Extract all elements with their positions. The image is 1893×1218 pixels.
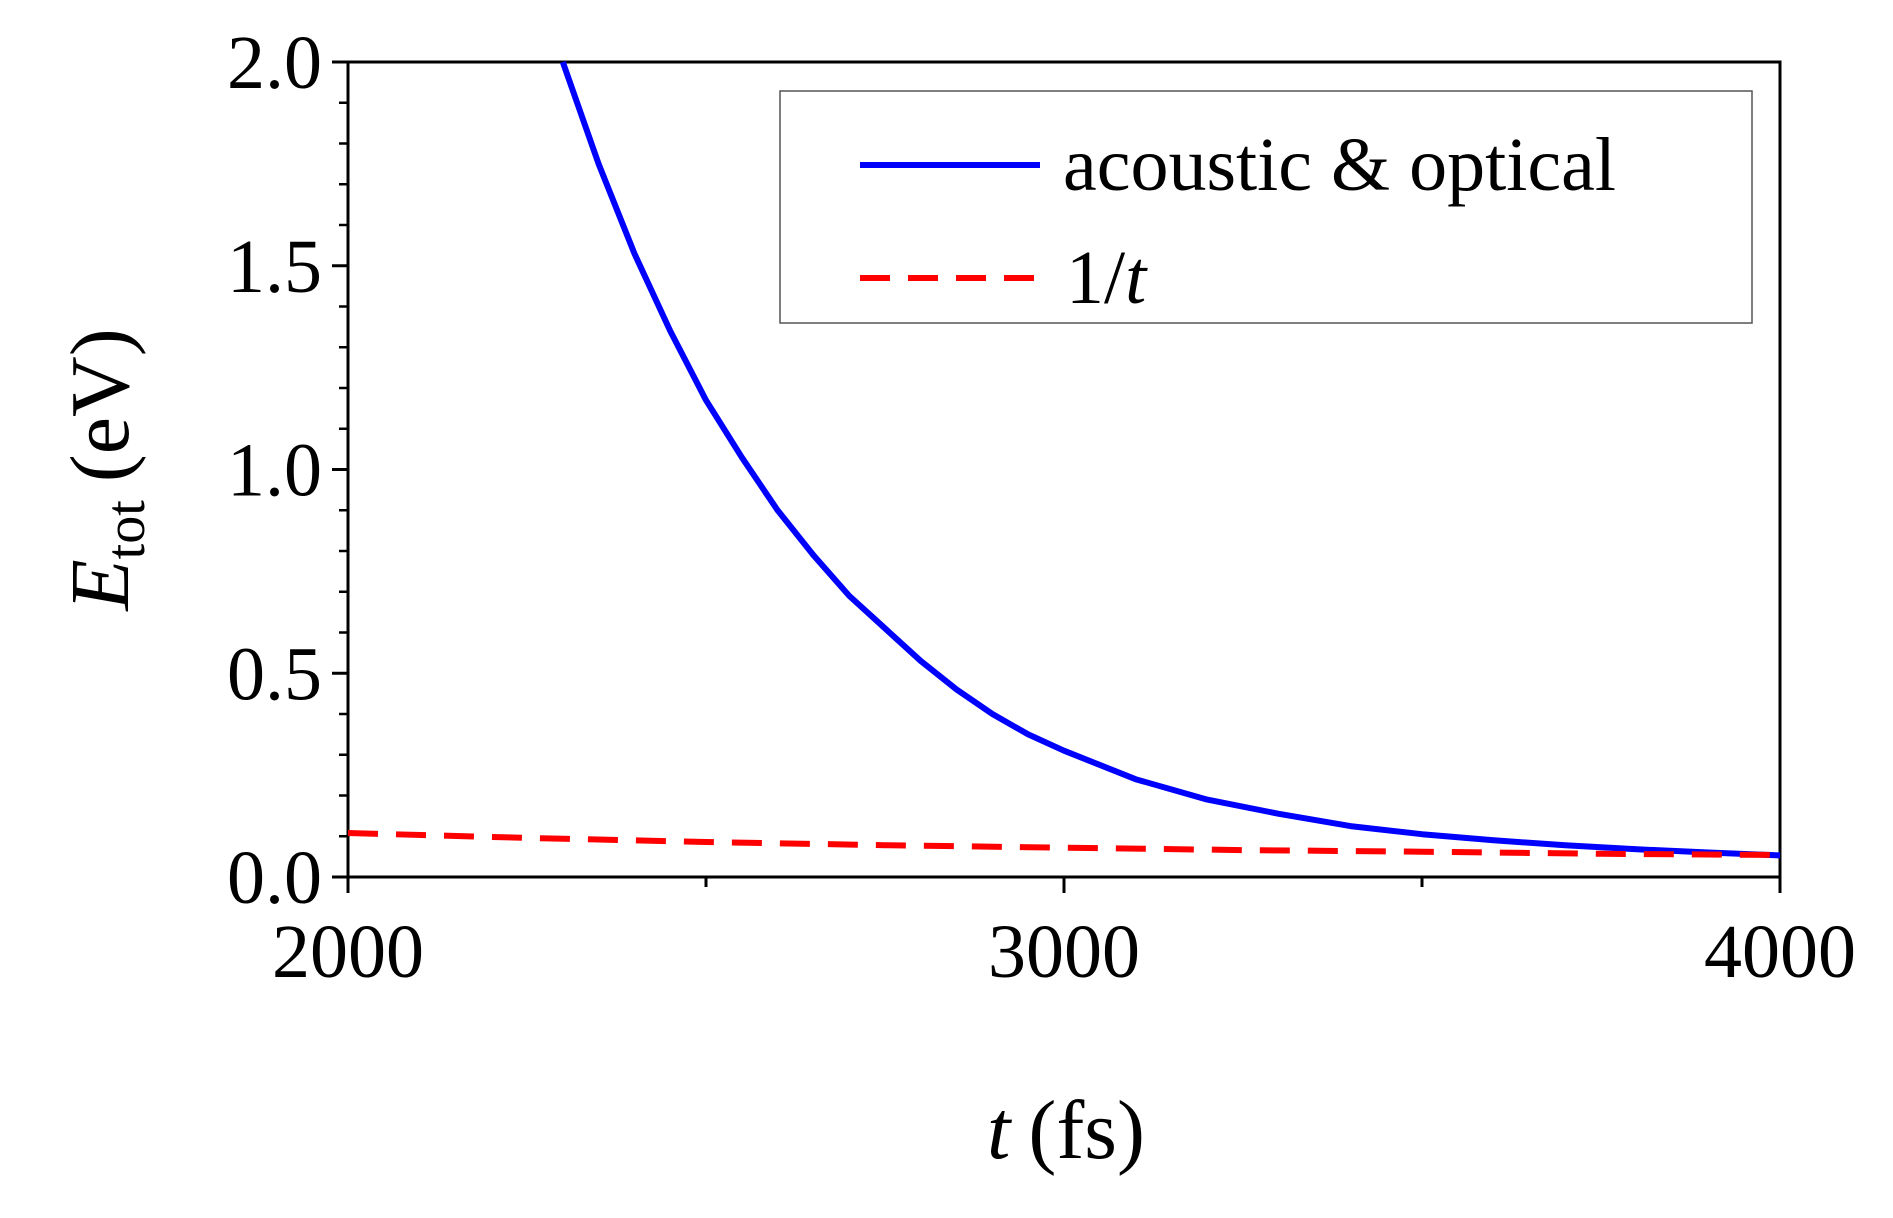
x-tick-label: 2000 [272,910,424,994]
x-axis-title-var: t [987,1084,1013,1177]
y-axis-title-var: E [54,559,147,611]
y-axis-title-sub: tot [95,500,157,560]
legend: acoustic & optical 1/t [779,90,1753,324]
y-axis-title-unit: (eV) [54,328,147,482]
series-line-acoustic-optical [559,61,1781,859]
legend-label-acoustic-optical: acoustic & optical [1063,123,1616,207]
y-tick-label: 2.0 [227,21,322,105]
tick-labels-layer: 2000 3000 4000 0.0 0.5 1.0 1.5 2.0 [227,21,1856,994]
x-axis-title-unit: (fs) [1028,1084,1145,1177]
y-axis-title: Etot (eV) [54,328,157,611]
ticks-layer [332,60,1782,893]
x-tick-label: 3000 [988,910,1140,994]
series-layer [347,61,1781,859]
x-tick-label: 4000 [1704,910,1856,994]
legend-label-inverse-t: 1/t [1066,236,1148,320]
x-axis-title: t (fs) [987,1084,1145,1177]
legend-box [779,90,1753,324]
y-tick-label: 0.5 [227,632,322,716]
legend-label-inverse-t-var: t [1125,236,1148,320]
y-tick-label: 1.0 [227,429,322,513]
y-tick-label: 0.0 [227,836,322,920]
legend-label-inverse-t-prefix: 1/ [1066,236,1126,320]
y-tick-label: 1.5 [227,225,322,309]
